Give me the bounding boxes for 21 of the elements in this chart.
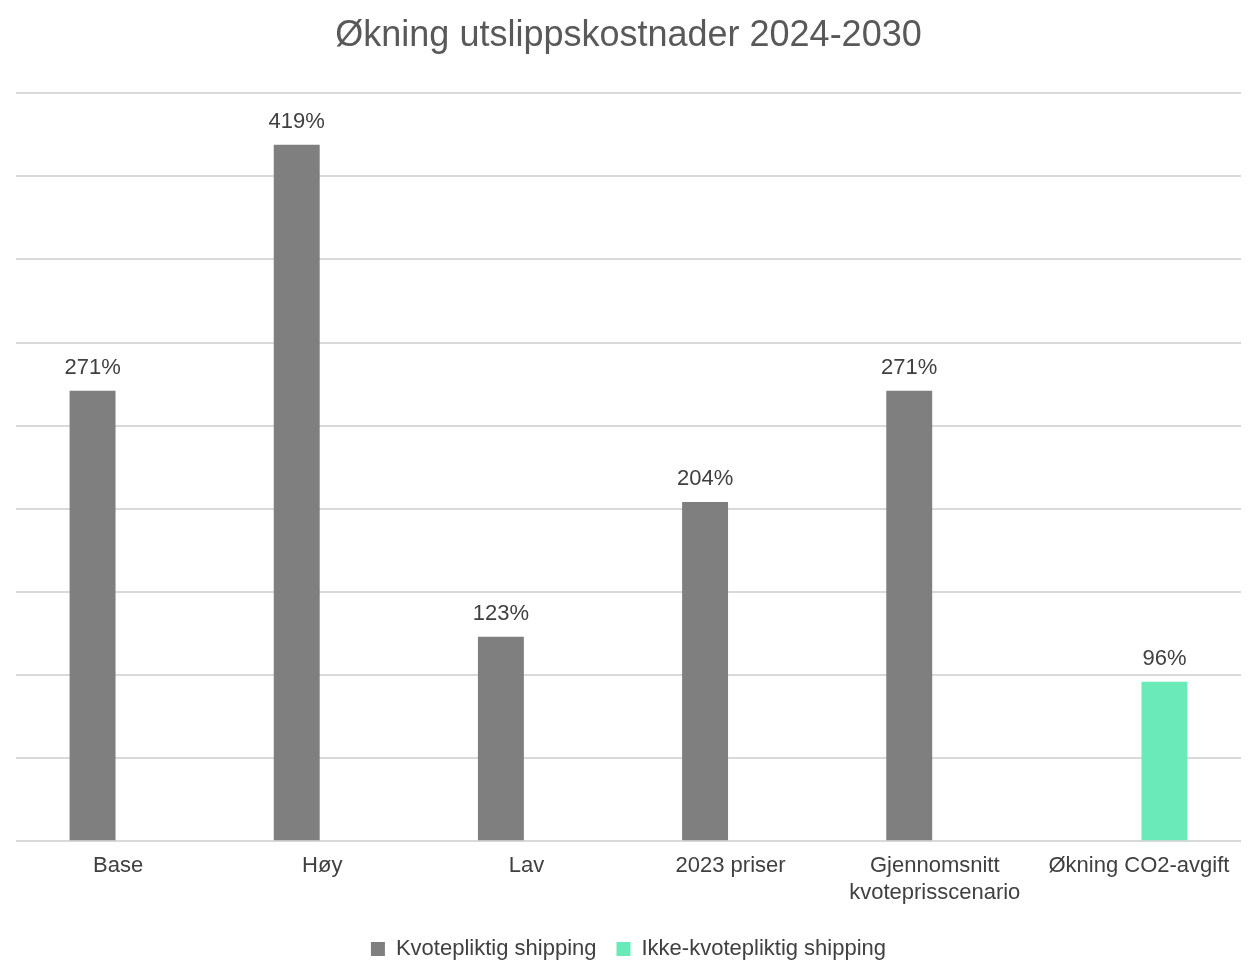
bar [273, 144, 320, 841]
bar [69, 390, 116, 841]
data-label: 271% [64, 353, 121, 379]
bar [682, 502, 729, 841]
data-label: 419% [268, 107, 325, 133]
bar [1141, 681, 1188, 841]
chart-title: Økning utslippskostnader 2024-2030 [335, 12, 922, 54]
data-label: 271% [881, 353, 938, 379]
x-tick-label: Økning CO2-avgift [1048, 852, 1230, 878]
x-tick-label: 2023 priser [675, 852, 786, 878]
bar [886, 390, 933, 841]
data-label: 204% [676, 465, 734, 491]
x-tick-label: Lav [508, 852, 545, 878]
bar [477, 636, 524, 841]
legend-label: Kvotepliktig shipping [395, 935, 597, 961]
legend-label: Ikke-kvotepliktig shipping [641, 935, 887, 961]
data-label: 123% [472, 599, 530, 625]
x-tick-label: Høy [302, 852, 343, 878]
x-tick-label: Base [93, 852, 144, 878]
data-label: 96% [1142, 644, 1187, 670]
x-tick-label: Gjennomsnitt kvoteprisscenario [849, 852, 1021, 904]
